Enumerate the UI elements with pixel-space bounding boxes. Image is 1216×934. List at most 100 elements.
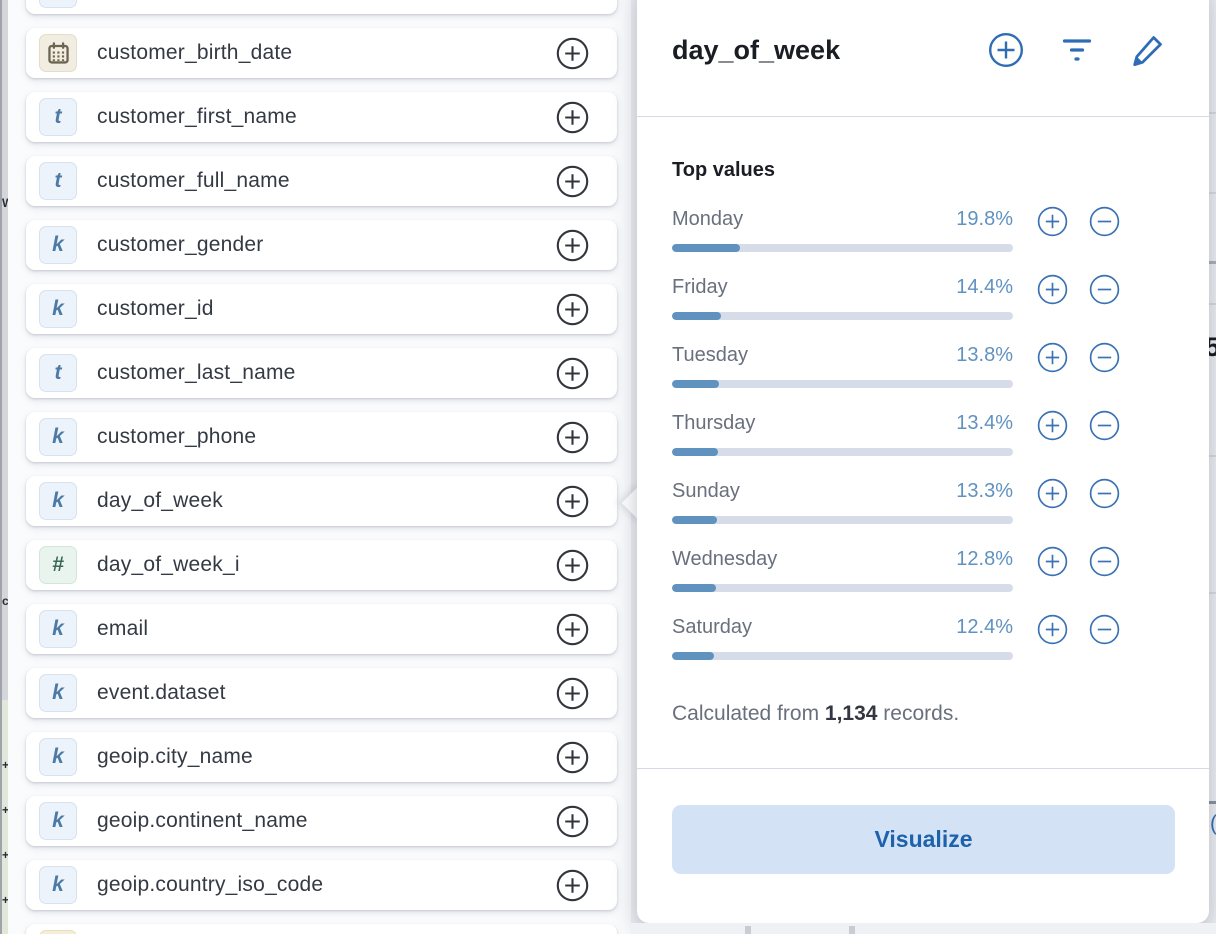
filter-out-value-minus-icon[interactable] [1089, 546, 1120, 577]
filter-for-value-plus-icon[interactable] [1037, 478, 1068, 509]
add-field-column-button[interactable] [556, 869, 589, 902]
field-type-icon: t [39, 162, 77, 200]
field-list-item[interactable]: k day_of_week [26, 476, 617, 526]
add-field-column-button[interactable] [556, 229, 589, 262]
top-value-actions [1037, 274, 1120, 305]
field-type-icon: k [39, 866, 77, 904]
field-list-item[interactable]: t customer_first_name [26, 92, 617, 142]
filter-out-value-minus-icon[interactable] [1089, 342, 1120, 373]
add-field-column-button[interactable] [556, 677, 589, 710]
add-field-column-button[interactable] [556, 165, 589, 198]
field-list-item[interactable]: k geoip.continent_name [26, 796, 617, 846]
field-list-item[interactable]: k event.dataset [26, 668, 617, 718]
filter-out-value-minus-icon[interactable] [1089, 274, 1120, 305]
add-field-column-button[interactable] [556, 741, 589, 774]
field-type-icon: k [39, 738, 77, 776]
top-value-percent: 19.8% [956, 208, 1013, 230]
field-name-label: email [97, 617, 149, 640]
top-value-label: Friday [672, 276, 728, 298]
edit-pencil-icon[interactable] [1130, 33, 1165, 68]
background-fragment [1209, 303, 1216, 305]
top-value-actions [1037, 342, 1120, 373]
filter-for-value-plus-icon[interactable] [1037, 546, 1068, 577]
filter-out-value-minus-icon[interactable] [1089, 614, 1120, 645]
field-list-item-clipped-bottom[interactable] [26, 924, 617, 934]
filter-for-value-plus-icon[interactable] [1037, 342, 1068, 373]
add-field-column-button[interactable] [556, 613, 589, 646]
add-field-column-button[interactable] [556, 37, 589, 70]
filter-for-value-plus-icon[interactable] [1037, 274, 1068, 305]
field-list-item[interactable]: customer_birth_date [26, 28, 617, 78]
background-fragment [1209, 801, 1216, 804]
top-value-percent: 12.8% [956, 548, 1013, 570]
field-name-label: customer_gender [97, 233, 264, 256]
top-value-label: Saturday [672, 616, 753, 638]
add-field-column-button[interactable] [556, 805, 589, 838]
background-fragment [849, 926, 855, 934]
field-list-item-clipped-top[interactable] [26, 0, 617, 14]
filter-out-value-minus-icon[interactable] [1089, 410, 1120, 441]
field-list-item[interactable]: k email [26, 604, 617, 654]
background-fragment: W [2, 196, 8, 210]
field-list-panel: customer_birth_date t customer_first_nam… [8, 0, 631, 934]
add-field-column-button[interactable] [556, 549, 589, 582]
background-page-right-sliver [1209, 0, 1216, 934]
popover-title: day_of_week [672, 35, 841, 65]
top-value-label: Sunday [672, 480, 740, 502]
add-field-column-button[interactable] [556, 357, 589, 390]
filter-for-value-plus-icon[interactable] [1037, 410, 1068, 441]
top-value-actions [1037, 206, 1120, 237]
filter-out-value-minus-icon[interactable] [1089, 206, 1120, 237]
top-value-actions [1037, 546, 1120, 577]
popover-header: day_of_week [637, 0, 1209, 116]
records-count: 1,134 [824, 702, 878, 725]
add-field-column-button[interactable] [556, 421, 589, 454]
records-summary: Calculated from 1,134 records. [672, 702, 1174, 768]
field-list-item[interactable]: # day_of_week_i [26, 540, 617, 590]
add-field-column-button[interactable] [556, 293, 589, 326]
add-field-column-button[interactable] [556, 485, 589, 518]
top-value-actions [1037, 410, 1120, 441]
filter-icon[interactable] [1060, 36, 1094, 64]
filter-for-value-plus-icon[interactable] [1037, 614, 1068, 645]
top-value-actions [1037, 614, 1120, 645]
top-value-percent: 13.8% [956, 344, 1013, 366]
top-value-bar-track [672, 516, 1013, 524]
field-list-item[interactable]: t customer_last_name [26, 348, 617, 398]
plus-circle-icon[interactable] [988, 32, 1024, 68]
background-fragment: + [2, 848, 8, 862]
top-value-percent: 13.3% [956, 480, 1013, 502]
field-type-icon: k [39, 802, 77, 840]
field-list-item[interactable]: k geoip.city_name [26, 732, 617, 782]
top-value-bar-fill [672, 312, 722, 320]
field-type-icon: k [39, 418, 77, 456]
field-type-icon: t [39, 354, 77, 392]
top-value-bar-fill [672, 652, 715, 660]
add-field-column-button[interactable] [556, 101, 589, 134]
footer-divider [637, 768, 1209, 769]
top-value-bar-track [672, 652, 1013, 660]
field-name-label: customer_last_name [97, 361, 296, 384]
background-fragment: + [2, 893, 8, 907]
top-value-bar-fill [672, 448, 718, 456]
top-value-bar-track [672, 244, 1013, 252]
field-name-label: day_of_week_i [97, 553, 240, 576]
field-list-item[interactable]: k customer_id [26, 284, 617, 334]
filter-for-value-plus-icon[interactable] [1037, 206, 1068, 237]
field-type-icon: k [39, 674, 77, 712]
records-summary-suffix: records. [877, 702, 960, 725]
top-value-bar-fill [672, 584, 716, 592]
field-list-item[interactable]: k geoip.country_iso_code [26, 860, 617, 910]
field-list-item[interactable]: k customer_gender [26, 220, 617, 270]
top-value-main: Sunday 13.3% [672, 480, 1013, 524]
popover-actions [988, 32, 1165, 68]
field-list-item[interactable]: k customer_phone [26, 412, 617, 462]
popover-footer: Visualize [637, 769, 1209, 905]
visualize-button[interactable]: Visualize [672, 805, 1175, 874]
top-value-label: Thursday [672, 412, 756, 434]
field-list-item[interactable]: t customer_full_name [26, 156, 617, 206]
top-value-main: Friday 14.4% [672, 276, 1013, 320]
filter-out-value-minus-icon[interactable] [1089, 478, 1120, 509]
background-digit-fragment: 5 [1205, 332, 1216, 362]
